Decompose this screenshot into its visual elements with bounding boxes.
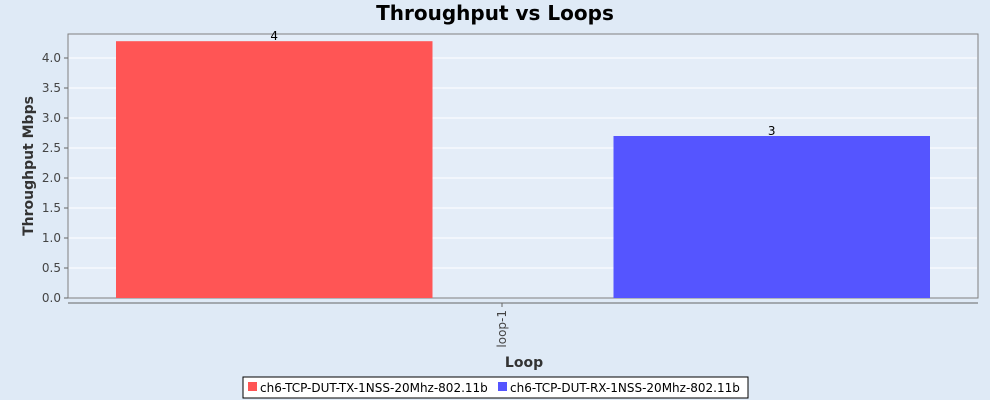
y-tick-label: 3.0 (42, 111, 61, 125)
x-tick-label: loop-1 (495, 310, 509, 348)
y-ticks: 0.0 0.5 1.0 1.5 2.0 2.5 3.0 3.5 4.0 (42, 51, 68, 305)
bar-tx (116, 41, 433, 298)
legend-label-tx: ch6-TCP-DUT-TX-1NSS-20Mhz-802.11b (260, 381, 488, 395)
bar-rx (613, 136, 930, 298)
x-ticks: loop-1 (495, 303, 509, 348)
y-tick-label: 1.0 (42, 231, 61, 245)
data-label: 3 (768, 124, 776, 138)
legend-label-rx: ch6-TCP-DUT-RX-1NSS-20Mhz-802.11b (510, 381, 740, 395)
data-labels: 43 (270, 29, 775, 138)
y-tick-label: 3.5 (42, 81, 61, 95)
legend-swatch-tx (248, 382, 257, 391)
y-tick-label: 2.5 (42, 141, 61, 155)
chart-title: Throughput vs Loops (376, 1, 614, 25)
y-tick-label: 0.0 (42, 291, 61, 305)
y-tick-label: 1.5 (42, 201, 61, 215)
y-tick-label: 2.0 (42, 171, 61, 185)
y-axis: 0.0 0.5 1.0 1.5 2.0 2.5 3.0 3.5 4.0 (42, 51, 68, 305)
bars (116, 41, 930, 298)
y-axis-label: Throughput Mbps (21, 96, 37, 236)
legend: ch6-TCP-DUT-TX-1NSS-20Mhz-802.11b ch6-TC… (242, 376, 749, 399)
x-axis: loop-1 (68, 302, 978, 348)
legend-frame (242, 376, 749, 399)
plot-area: 43 (67, 29, 979, 299)
y-tick-label: 4.0 (42, 51, 61, 65)
legend-swatch-rx (498, 382, 507, 391)
x-axis-label: Loop (505, 355, 543, 371)
data-label: 4 (270, 29, 278, 43)
y-tick-label: 0.5 (42, 261, 61, 275)
